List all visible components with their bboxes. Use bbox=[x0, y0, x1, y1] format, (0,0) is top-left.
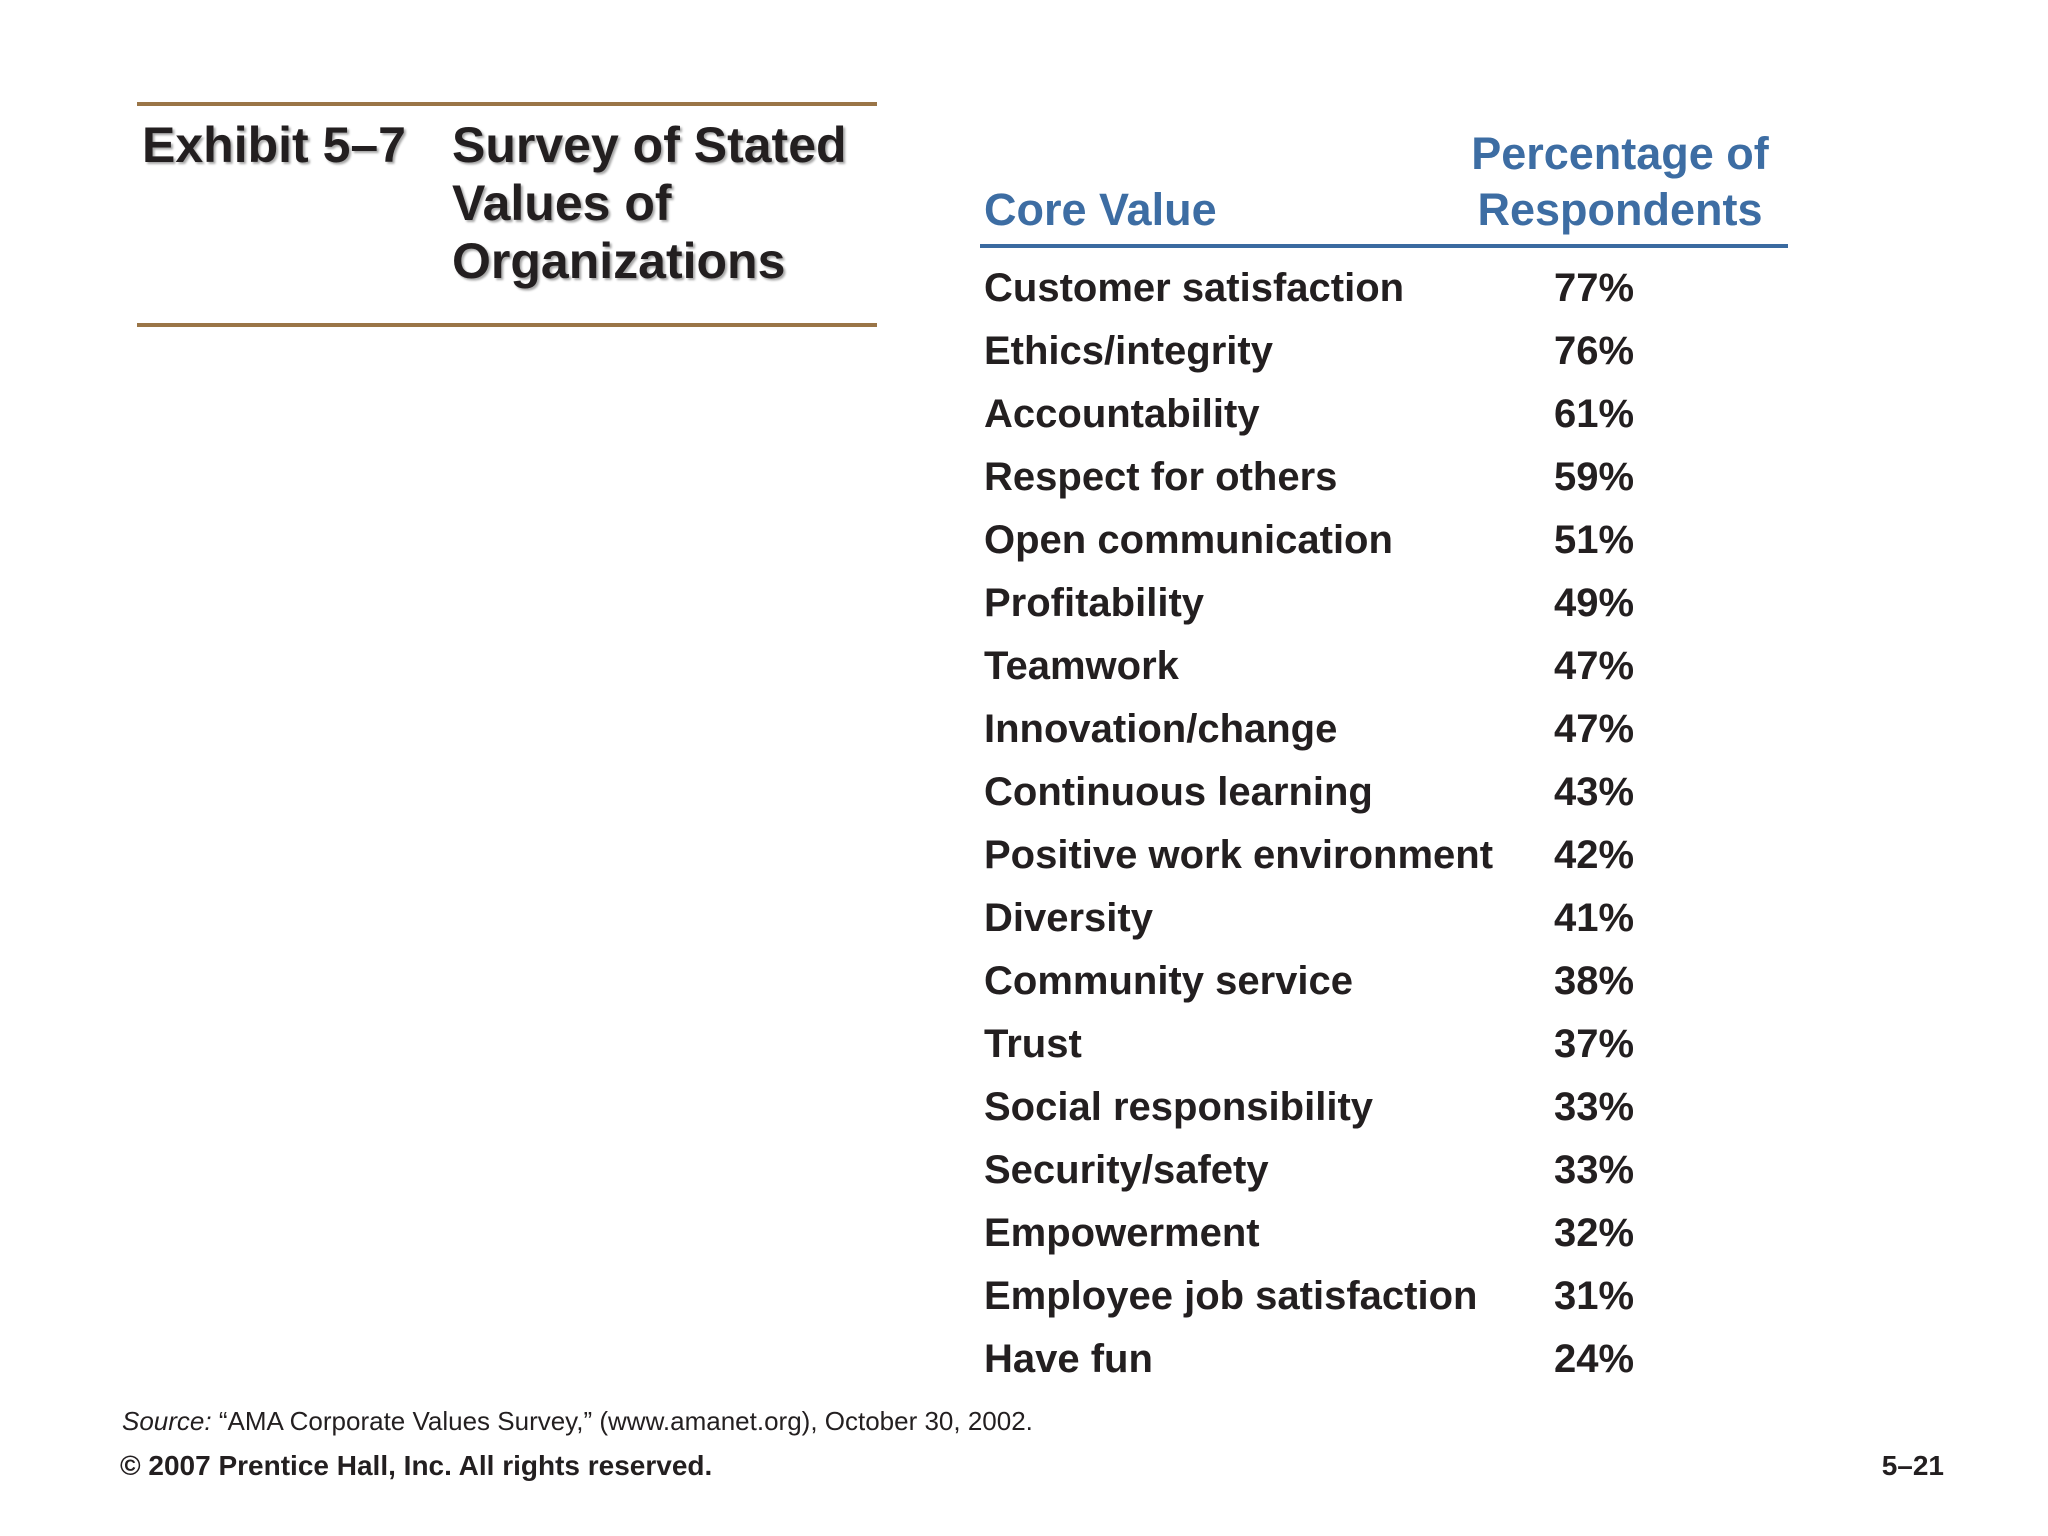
percentage-cell: 38% bbox=[1554, 959, 1635, 1003]
percentage-header-line: Percentage of bbox=[1471, 128, 1769, 179]
core-value-header: Core Value bbox=[984, 184, 1217, 235]
percentage-cell: 37% bbox=[1554, 1022, 1635, 1066]
core-value-cell: Ethics/integrity bbox=[984, 329, 1273, 373]
core-value-cell: Trust bbox=[984, 1022, 1082, 1066]
percentage-cell: 59% bbox=[1554, 455, 1635, 499]
percentage-cell: 43% bbox=[1554, 770, 1635, 814]
core-value-cell: Security/safety bbox=[984, 1148, 1269, 1192]
table-row: Ethics/integrity 76% bbox=[984, 322, 1764, 385]
percentage-cell: 47% bbox=[1554, 644, 1635, 688]
percentage-cell: 51% bbox=[1554, 518, 1635, 562]
table-row: Social responsibility 33% bbox=[984, 1078, 1764, 1141]
percentage-cell: 61% bbox=[1554, 392, 1635, 436]
table-row: Positive work environment 42% bbox=[984, 826, 1764, 889]
table-row: Trust 37% bbox=[984, 1015, 1764, 1078]
core-value-cell: Innovation/change bbox=[984, 707, 1338, 751]
percentage-cell: 49% bbox=[1554, 581, 1635, 625]
copyright-notice: © 2007 Prentice Hall, Inc. All rights re… bbox=[120, 1450, 713, 1481]
table-row: Teamwork 47% bbox=[984, 637, 1764, 700]
core-value-cell: Teamwork bbox=[984, 644, 1179, 688]
exhibit-label: Exhibit 5–7 bbox=[142, 117, 406, 173]
core-value-cell: Accountability bbox=[984, 392, 1260, 436]
table-row: Respect for others 59% bbox=[984, 448, 1764, 511]
core-value-cell: Have fun bbox=[984, 1337, 1153, 1381]
source-note: Source: “AMA Corporate Values Survey,” (… bbox=[122, 1406, 1033, 1437]
exhibit-title-line: Values of bbox=[452, 175, 672, 231]
table-row: Have fun 24% bbox=[984, 1330, 1764, 1393]
exhibit-title-line: Survey of Stated bbox=[452, 117, 847, 173]
table-row: Customer satisfaction 77% bbox=[984, 259, 1764, 322]
percentage-cell: 33% bbox=[1554, 1085, 1635, 1129]
exhibit-heading: Exhibit 5–7 Survey of Stated Values of O… bbox=[142, 116, 892, 290]
core-value-cell: Continuous learning bbox=[984, 770, 1373, 814]
table-row: Accountability 61% bbox=[984, 385, 1764, 448]
table-row: Community service 38% bbox=[984, 952, 1764, 1015]
core-value-cell: Employee job satisfaction bbox=[984, 1274, 1478, 1318]
percentage-header: Percentage of Respondents bbox=[1450, 126, 1790, 238]
percentage-header-line: Respondents bbox=[1477, 184, 1763, 235]
percentage-cell: 33% bbox=[1554, 1148, 1635, 1192]
exhibit-title: Survey of Stated Values of Organizations bbox=[452, 116, 892, 290]
percentage-cell: 76% bbox=[1554, 329, 1635, 373]
core-value-cell: Positive work environment bbox=[984, 833, 1494, 877]
core-value-cell: Open communication bbox=[984, 518, 1393, 562]
table-row: Diversity 41% bbox=[984, 889, 1764, 952]
percentage-cell: 32% bbox=[1554, 1211, 1635, 1255]
core-value-cell: Empowerment bbox=[984, 1211, 1260, 1255]
table-header: Core Value Percentage of Respondents bbox=[980, 126, 1788, 248]
percentage-cell: 42% bbox=[1554, 833, 1635, 877]
table-row: Empowerment 32% bbox=[984, 1204, 1764, 1267]
core-value-cell: Social responsibility bbox=[984, 1085, 1374, 1129]
exhibit-title-line: Organizations bbox=[452, 233, 786, 289]
percentage-cell: 77% bbox=[1554, 266, 1635, 310]
percentage-cell: 41% bbox=[1554, 896, 1635, 940]
core-value-cell: Customer satisfaction bbox=[984, 266, 1405, 310]
percentage-cell: 31% bbox=[1554, 1274, 1635, 1318]
source-text: “AMA Corporate Values Survey,” (www.aman… bbox=[218, 1406, 1033, 1436]
percentage-cell: 47% bbox=[1554, 707, 1635, 751]
table-row: Innovation/change 47% bbox=[984, 700, 1764, 763]
table-row: Employee job satisfaction 31% bbox=[984, 1267, 1764, 1330]
core-value-cell: Respect for others bbox=[984, 455, 1338, 499]
title-bottom-rule bbox=[137, 323, 877, 327]
core-value-cell: Community service bbox=[984, 959, 1354, 1003]
page-number: 5–21 bbox=[1881, 1450, 1944, 1481]
source-label: Source: bbox=[122, 1406, 212, 1436]
core-values-table: Customer satisfaction 77% Ethics/integrity… bbox=[984, 259, 1764, 1393]
table-row: Open communication 51% bbox=[984, 511, 1764, 574]
core-value-cell: Diversity bbox=[984, 896, 1153, 940]
core-value-cell: Profitability bbox=[984, 581, 1205, 625]
table-row: Profitability 49% bbox=[984, 574, 1764, 637]
table-row: Security/safety 33% bbox=[984, 1141, 1764, 1204]
title-top-rule bbox=[137, 102, 877, 106]
table-row: Continuous learning 43% bbox=[984, 763, 1764, 826]
percentage-cell: 24% bbox=[1554, 1337, 1635, 1381]
